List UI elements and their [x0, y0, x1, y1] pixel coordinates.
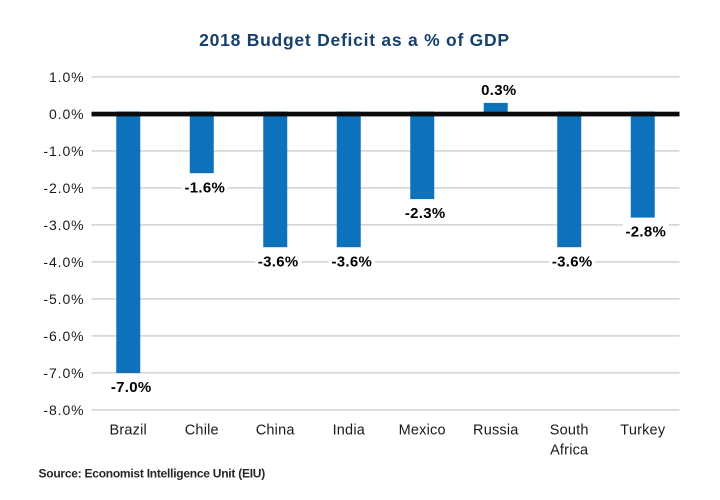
svg-text:-4.0%: -4.0% — [43, 254, 84, 270]
svg-text:-7.0%: -7.0% — [43, 365, 84, 381]
svg-text:Chile: Chile — [185, 423, 219, 439]
svg-text:-1.6%: -1.6% — [184, 179, 225, 196]
svg-text:1.0%: 1.0% — [49, 69, 85, 85]
svg-text:China: China — [256, 423, 296, 439]
svg-text:2018 Budget Deficit as a % of: 2018 Budget Deficit as a % of GDP — [199, 30, 510, 50]
svg-text:Turkey: Turkey — [620, 423, 666, 439]
svg-text:-3.6%: -3.6% — [331, 253, 372, 270]
svg-text:0.0%: 0.0% — [49, 106, 85, 122]
svg-text:India: India — [333, 423, 366, 439]
svg-text:-1.0%: -1.0% — [43, 143, 84, 159]
svg-text:Mexico: Mexico — [399, 423, 446, 439]
svg-text:-3.6%: -3.6% — [552, 253, 593, 270]
svg-text:South: South — [550, 423, 589, 439]
svg-text:0.3%: 0.3% — [481, 82, 516, 99]
svg-text:-3.6%: -3.6% — [258, 253, 299, 270]
svg-text:-8.0%: -8.0% — [43, 402, 84, 418]
svg-text:-7.0%: -7.0% — [111, 379, 152, 396]
svg-text:Source: Economist Intelligence: Source: Economist Intelligence Unit (EIU… — [39, 466, 266, 480]
svg-text:-6.0%: -6.0% — [43, 328, 84, 344]
svg-text:Russia: Russia — [473, 423, 519, 439]
svg-text:-2.8%: -2.8% — [625, 224, 666, 241]
svg-text:-2.3%: -2.3% — [405, 205, 446, 222]
svg-text:-5.0%: -5.0% — [43, 291, 84, 307]
svg-text:-2.0%: -2.0% — [43, 180, 84, 196]
svg-text:Brazil: Brazil — [109, 423, 146, 439]
svg-text:Africa: Africa — [550, 443, 589, 459]
svg-text:-3.0%: -3.0% — [43, 217, 84, 233]
